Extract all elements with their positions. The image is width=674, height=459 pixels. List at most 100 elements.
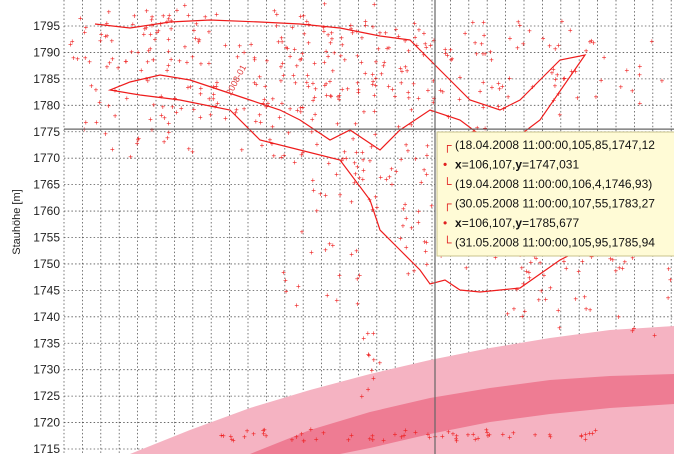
- data-point: +: [369, 142, 374, 151]
- data-point: +: [624, 66, 629, 75]
- data-point: +: [334, 170, 339, 179]
- data-point: +: [177, 57, 182, 66]
- data-point: +: [454, 434, 459, 443]
- y-tick-label: 1735: [33, 336, 60, 350]
- data-point: +: [136, 136, 141, 145]
- y-tick-label: 1770: [33, 151, 60, 165]
- data-point: +: [638, 99, 643, 108]
- data-point: +: [149, 15, 154, 24]
- data-point: +: [479, 40, 484, 49]
- data-point: +: [403, 426, 408, 435]
- data-point: +: [305, 17, 310, 26]
- data-point: +: [151, 56, 156, 65]
- data-point: +: [293, 78, 298, 87]
- data-point: +: [451, 429, 456, 438]
- data-point: +: [214, 82, 219, 91]
- data-point: +: [404, 243, 409, 252]
- data-point: +: [344, 154, 349, 163]
- confidence-band: [130, 326, 674, 454]
- data-point: +: [221, 432, 226, 441]
- y-tick-label: 1745: [33, 283, 60, 297]
- data-point: +: [260, 141, 265, 150]
- data-point: +: [371, 435, 376, 444]
- data-point: +: [355, 274, 360, 283]
- data-point: +: [326, 52, 331, 61]
- data-point: +: [512, 304, 517, 313]
- data-point: +: [584, 304, 589, 313]
- data-point: +: [373, 193, 378, 202]
- data-point: +: [403, 37, 408, 46]
- data-point: +: [406, 269, 411, 278]
- data-point: +: [403, 62, 408, 71]
- data-point: +: [156, 26, 161, 35]
- data-point: +: [562, 74, 567, 83]
- data-point: +: [229, 432, 234, 441]
- series-line: [94, 19, 641, 293]
- data-point: +: [82, 28, 87, 37]
- y-tick-label: 1750: [33, 257, 60, 271]
- data-point: +: [521, 280, 526, 289]
- data-point: +: [370, 80, 375, 89]
- data-point: +: [162, 114, 167, 123]
- data-point: +: [311, 96, 316, 105]
- data-point: +: [83, 23, 88, 32]
- data-point: +: [579, 432, 584, 441]
- data-point: +: [591, 39, 596, 48]
- data-point: +: [251, 429, 256, 438]
- data-point: +: [262, 95, 267, 104]
- data-point: +: [337, 95, 342, 104]
- data-point: +: [302, 437, 307, 446]
- data-point: +: [357, 271, 362, 280]
- data-point: +: [338, 51, 343, 60]
- y-tick-label: 1725: [33, 389, 60, 403]
- data-point: +: [354, 148, 359, 157]
- data-point: +: [192, 26, 197, 35]
- data-point: +: [370, 70, 375, 79]
- data-point: +: [270, 139, 275, 148]
- data-point: +: [385, 44, 390, 53]
- data-point: +: [543, 295, 548, 304]
- data-point: +: [257, 72, 262, 81]
- data-point: +: [390, 85, 395, 94]
- data-point: +: [360, 175, 365, 184]
- data-point: +: [124, 57, 129, 66]
- tooltip-line: (18.04.2008 11:00:00,105,85,1747,12: [455, 138, 655, 152]
- data-point: +: [110, 54, 115, 63]
- data-point: +: [349, 250, 354, 259]
- data-point: +: [353, 120, 358, 129]
- data-point: +: [331, 241, 336, 250]
- data-point: +: [416, 218, 421, 227]
- data-point: +: [305, 71, 310, 80]
- data-point: +: [304, 78, 309, 87]
- data-point: +: [186, 11, 191, 20]
- data-point: +: [481, 103, 486, 112]
- data-point: +: [214, 10, 219, 19]
- data-point: +: [411, 79, 416, 88]
- data-point: +: [367, 434, 372, 443]
- data-point: +: [608, 254, 613, 263]
- data-point: +: [338, 191, 343, 200]
- data-point: +: [291, 71, 296, 80]
- data-point: +: [422, 29, 427, 38]
- data-point: +: [237, 41, 242, 50]
- data-point: +: [340, 41, 345, 50]
- y-tick-label: 1765: [33, 178, 60, 192]
- data-point: +: [394, 25, 399, 34]
- data-point: +: [312, 59, 317, 68]
- data-point: +: [446, 427, 451, 436]
- data-point: +: [378, 173, 383, 182]
- data-point: +: [355, 78, 360, 87]
- data-point: +: [373, 81, 378, 90]
- data-point: +: [159, 111, 164, 120]
- data-point: +: [660, 76, 665, 85]
- data-point: +: [169, 24, 174, 33]
- data-point: +: [321, 428, 326, 437]
- data-point: +: [324, 80, 329, 89]
- data-point: +: [409, 105, 414, 114]
- data-point: +: [438, 86, 443, 95]
- data-point: +: [211, 83, 216, 92]
- data-point: +: [265, 56, 270, 65]
- data-point: +: [103, 130, 108, 139]
- data-point: +: [144, 75, 149, 84]
